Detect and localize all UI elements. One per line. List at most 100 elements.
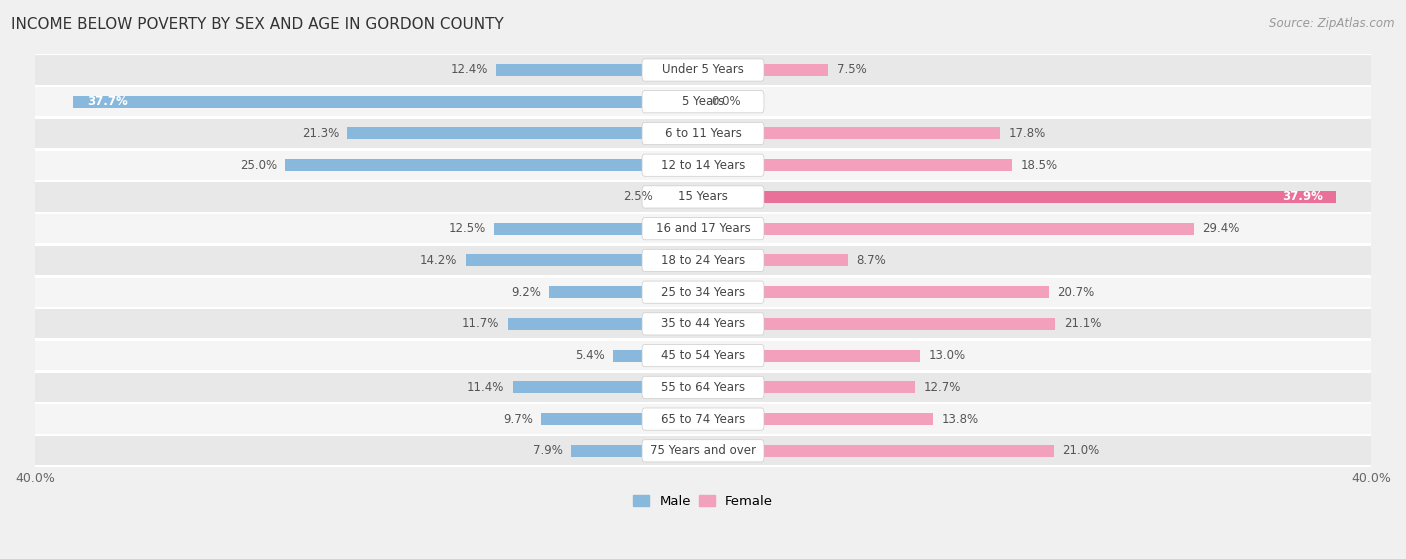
Bar [703, 222, 1194, 235]
Bar [35, 243, 1371, 244]
Bar [703, 127, 1000, 140]
FancyBboxPatch shape [643, 122, 763, 145]
Text: 75 Years and over: 75 Years and over [650, 444, 756, 457]
Text: 37.7%: 37.7% [87, 95, 128, 108]
FancyBboxPatch shape [643, 154, 763, 176]
Bar [35, 148, 1371, 149]
Bar [703, 64, 828, 76]
Text: 14.2%: 14.2% [420, 254, 457, 267]
Bar [35, 213, 1371, 214]
Text: 21.0%: 21.0% [1062, 444, 1099, 457]
Bar [703, 286, 1049, 298]
Bar [35, 307, 1371, 308]
Bar [35, 339, 1371, 340]
Bar [35, 340, 1371, 341]
Text: 0.0%: 0.0% [711, 95, 741, 108]
Bar [35, 119, 1371, 148]
Text: 5 Years: 5 Years [682, 95, 724, 108]
Bar [35, 402, 1371, 403]
Text: 18.5%: 18.5% [1021, 159, 1057, 172]
Text: INCOME BELOW POVERTY BY SEX AND AGE IN GORDON COUNTY: INCOME BELOW POVERTY BY SEX AND AGE IN G… [11, 17, 503, 32]
Bar [495, 222, 703, 235]
Text: Under 5 Years: Under 5 Years [662, 64, 744, 77]
Bar [703, 445, 1053, 457]
Bar [35, 55, 1371, 84]
Bar [73, 96, 703, 108]
Bar [571, 445, 703, 457]
Text: 65 to 74 Years: 65 to 74 Years [661, 413, 745, 425]
Text: 11.4%: 11.4% [467, 381, 505, 394]
Bar [35, 246, 1371, 275]
Bar [703, 318, 1056, 330]
Bar [703, 191, 1336, 203]
Bar [35, 373, 1371, 402]
Bar [35, 434, 1371, 435]
Bar [35, 403, 1371, 405]
Text: 35 to 44 Years: 35 to 44 Years [661, 318, 745, 330]
Bar [35, 372, 1371, 373]
Bar [613, 349, 703, 362]
Bar [703, 254, 848, 267]
Text: 12 to 14 Years: 12 to 14 Years [661, 159, 745, 172]
Bar [35, 84, 1371, 86]
Bar [35, 308, 1371, 309]
Bar [35, 116, 1371, 117]
FancyBboxPatch shape [643, 59, 763, 81]
Bar [35, 150, 1371, 180]
Text: 12.4%: 12.4% [450, 64, 488, 77]
Bar [703, 159, 1012, 171]
Text: 18 to 24 Years: 18 to 24 Years [661, 254, 745, 267]
Text: 2.5%: 2.5% [623, 191, 652, 203]
Bar [35, 214, 1371, 243]
FancyBboxPatch shape [643, 91, 763, 113]
Bar [703, 381, 915, 394]
Bar [35, 244, 1371, 246]
Text: 16 and 17 Years: 16 and 17 Years [655, 222, 751, 235]
Text: 6 to 11 Years: 6 to 11 Years [665, 127, 741, 140]
FancyBboxPatch shape [643, 376, 763, 399]
Bar [35, 309, 1371, 339]
Bar [35, 278, 1371, 307]
FancyBboxPatch shape [643, 440, 763, 462]
Bar [35, 275, 1371, 276]
Bar [703, 349, 920, 362]
Bar [35, 370, 1371, 372]
FancyBboxPatch shape [643, 313, 763, 335]
Bar [35, 436, 1371, 466]
Text: 29.4%: 29.4% [1202, 222, 1240, 235]
Text: 25 to 34 Years: 25 to 34 Years [661, 286, 745, 299]
Bar [35, 86, 1371, 87]
Bar [661, 191, 703, 203]
Text: 17.8%: 17.8% [1008, 127, 1046, 140]
Bar [35, 211, 1371, 213]
Bar [347, 127, 703, 140]
Text: 55 to 64 Years: 55 to 64 Years [661, 381, 745, 394]
Bar [35, 87, 1371, 116]
FancyBboxPatch shape [643, 186, 763, 208]
Bar [550, 286, 703, 298]
Bar [35, 180, 1371, 181]
Text: 25.0%: 25.0% [240, 159, 277, 172]
Bar [35, 149, 1371, 150]
Bar [35, 341, 1371, 370]
Text: 9.7%: 9.7% [503, 413, 533, 425]
FancyBboxPatch shape [643, 281, 763, 303]
FancyBboxPatch shape [643, 249, 763, 272]
Bar [496, 64, 703, 76]
Legend: Male, Female: Male, Female [627, 490, 779, 514]
Text: 12.7%: 12.7% [924, 381, 960, 394]
Text: 13.8%: 13.8% [942, 413, 979, 425]
Text: 9.2%: 9.2% [512, 286, 541, 299]
FancyBboxPatch shape [643, 344, 763, 367]
Bar [35, 182, 1371, 211]
Bar [285, 159, 703, 171]
Bar [35, 54, 1371, 55]
Bar [35, 405, 1371, 434]
Text: 13.0%: 13.0% [928, 349, 966, 362]
Bar [35, 181, 1371, 182]
Text: 7.9%: 7.9% [533, 444, 562, 457]
Bar [513, 381, 703, 394]
Text: 8.7%: 8.7% [856, 254, 886, 267]
Text: 12.5%: 12.5% [449, 222, 486, 235]
Text: 15 Years: 15 Years [678, 191, 728, 203]
